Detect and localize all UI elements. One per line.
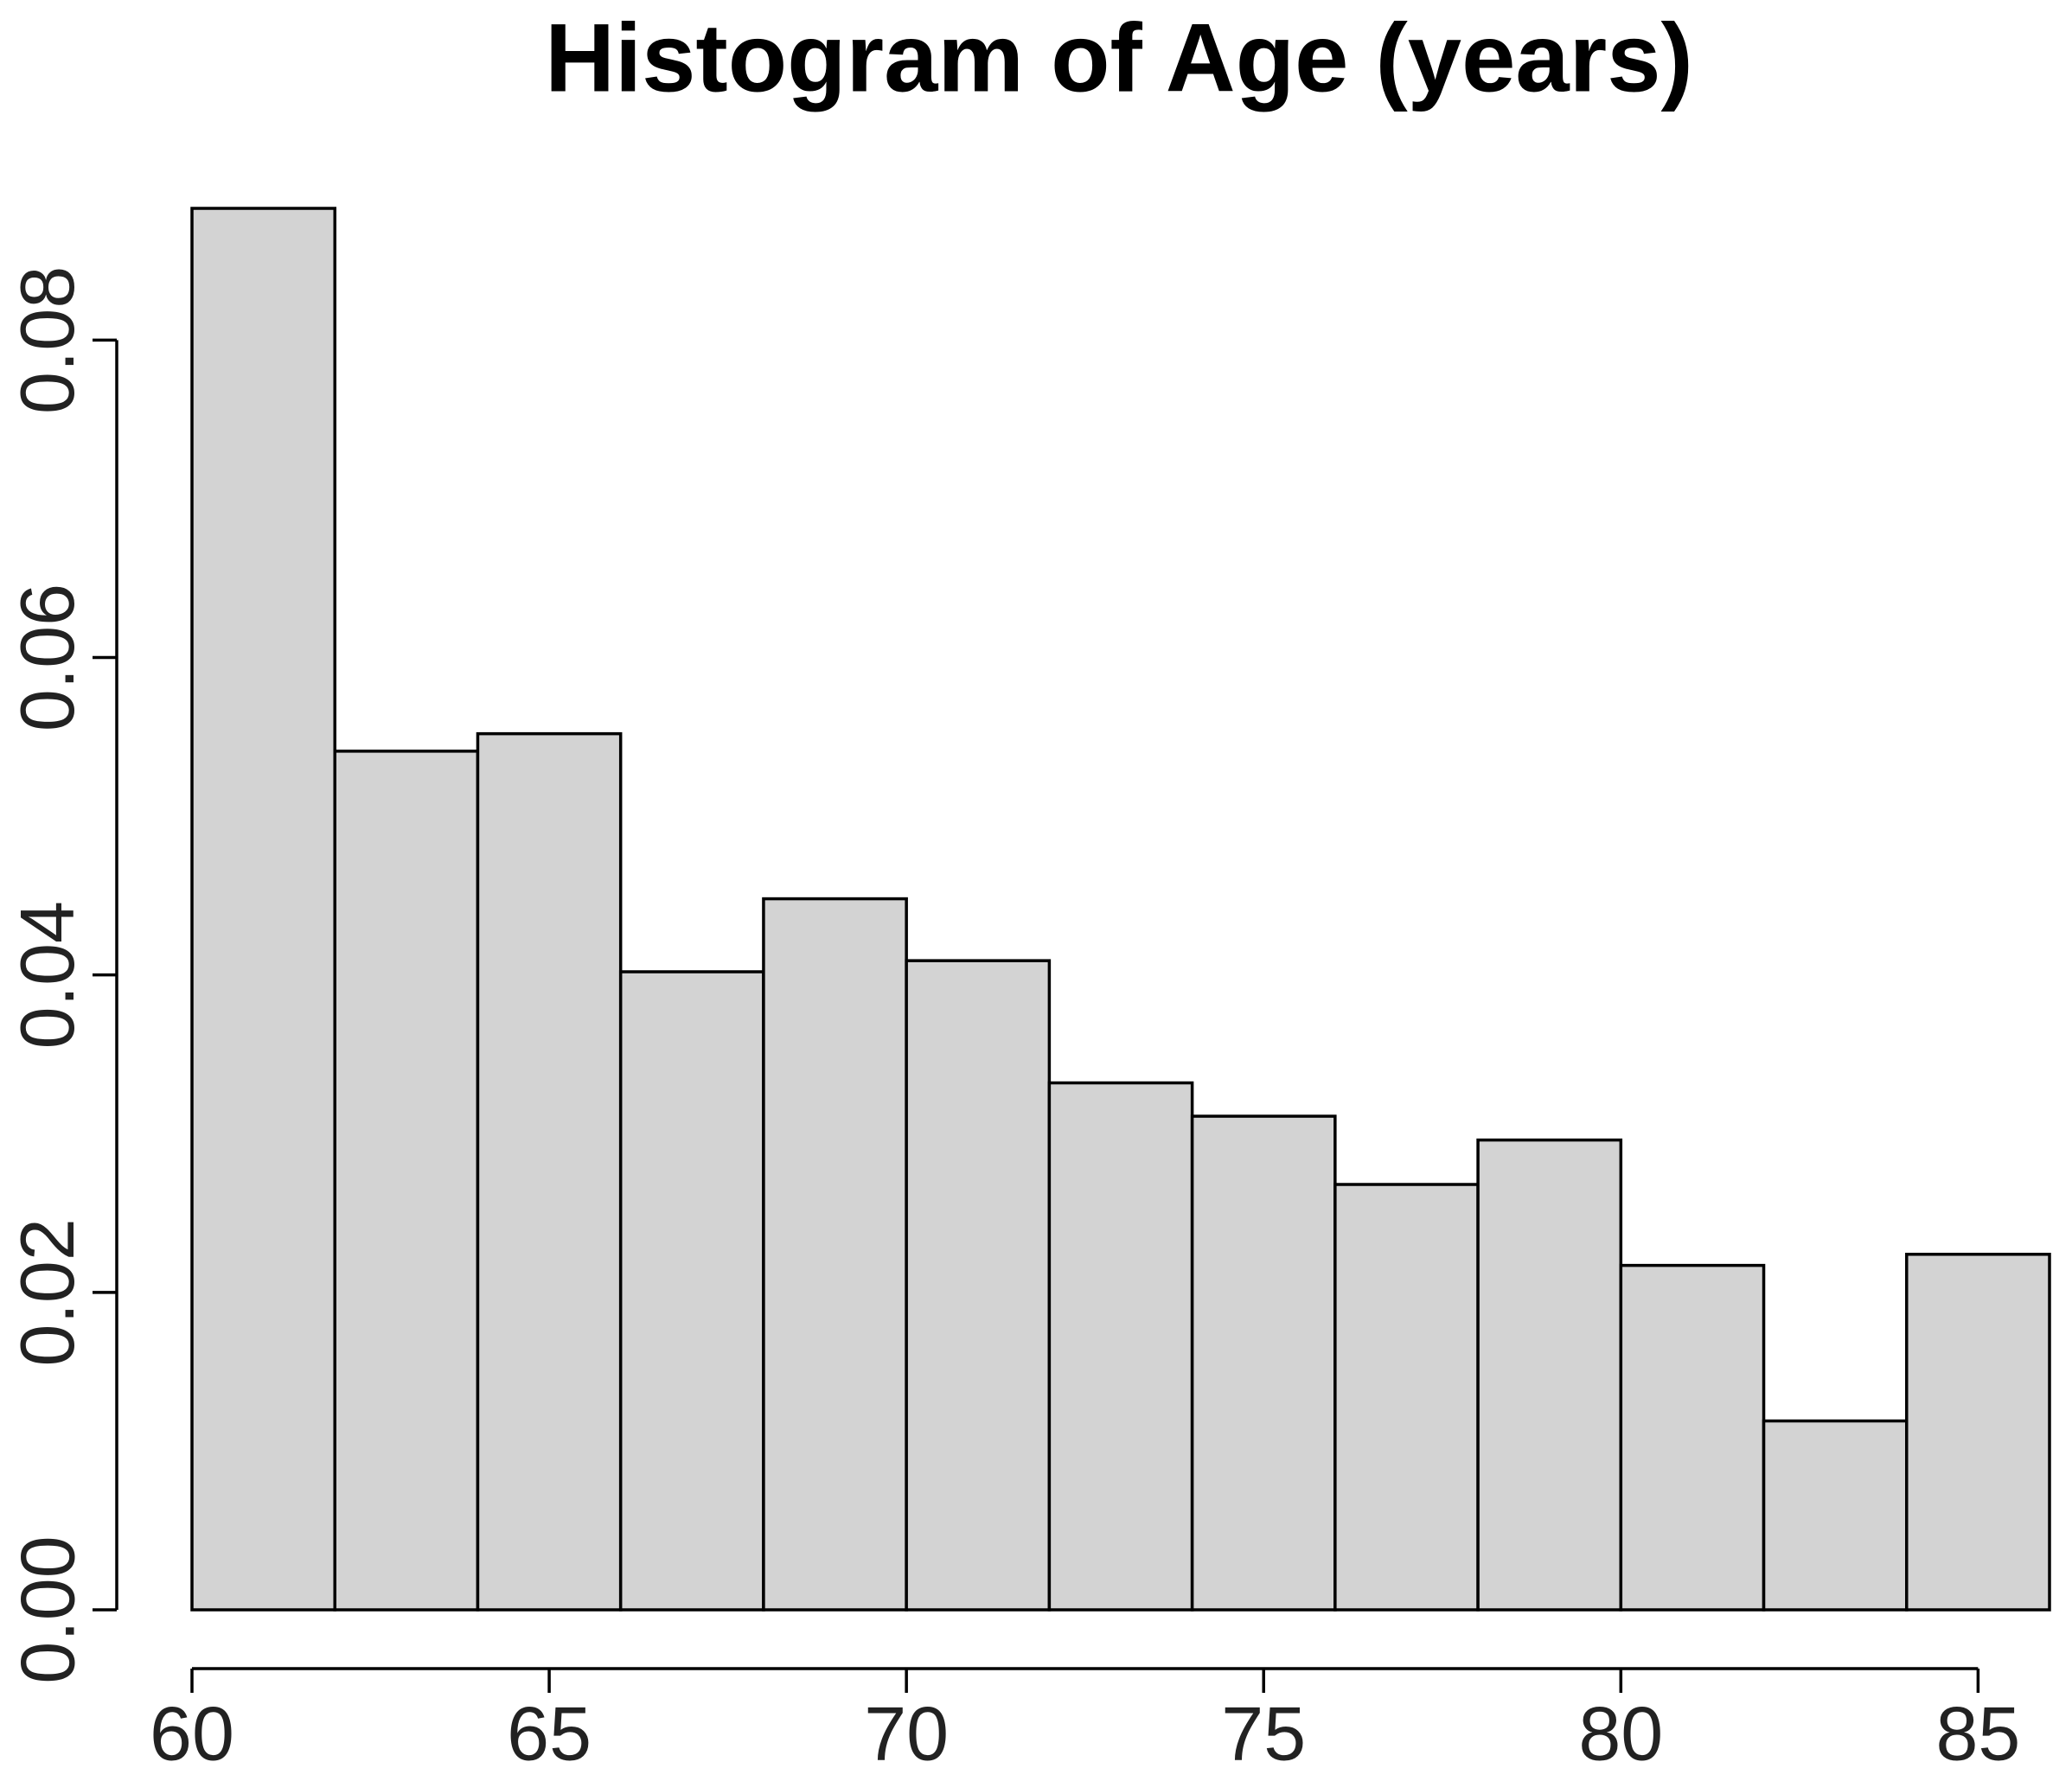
bar xyxy=(1476,1138,1623,1612)
bar xyxy=(1047,1081,1194,1612)
x-tick-label: 75 xyxy=(1221,1690,1306,1776)
bar xyxy=(905,959,1052,1612)
x-tick-label: 60 xyxy=(150,1690,234,1776)
bar xyxy=(1333,1183,1480,1612)
bar xyxy=(1619,1263,1766,1612)
y-tick-label: 0.02 xyxy=(4,1218,90,1366)
y-tick-label: 0.06 xyxy=(4,584,90,731)
chart-title: Histogram of Age (years) xyxy=(545,4,1693,112)
bar xyxy=(1762,1419,1909,1612)
x-tick-label: 80 xyxy=(1578,1690,1663,1776)
y-tick-label: 0.00 xyxy=(4,1535,90,1683)
y-tick-label: 0.04 xyxy=(4,901,90,1049)
bar xyxy=(333,750,480,1612)
bar xyxy=(190,207,336,1612)
x-tick-label: 85 xyxy=(1935,1690,2020,1776)
bar xyxy=(618,970,765,1612)
y-tick-label: 0.08 xyxy=(4,266,90,414)
bar xyxy=(1190,1114,1337,1612)
x-tick-label: 70 xyxy=(864,1690,949,1776)
bar xyxy=(1905,1253,2051,1612)
bar xyxy=(476,731,623,1612)
x-tick-label: 65 xyxy=(507,1690,592,1776)
bar xyxy=(762,897,908,1612)
